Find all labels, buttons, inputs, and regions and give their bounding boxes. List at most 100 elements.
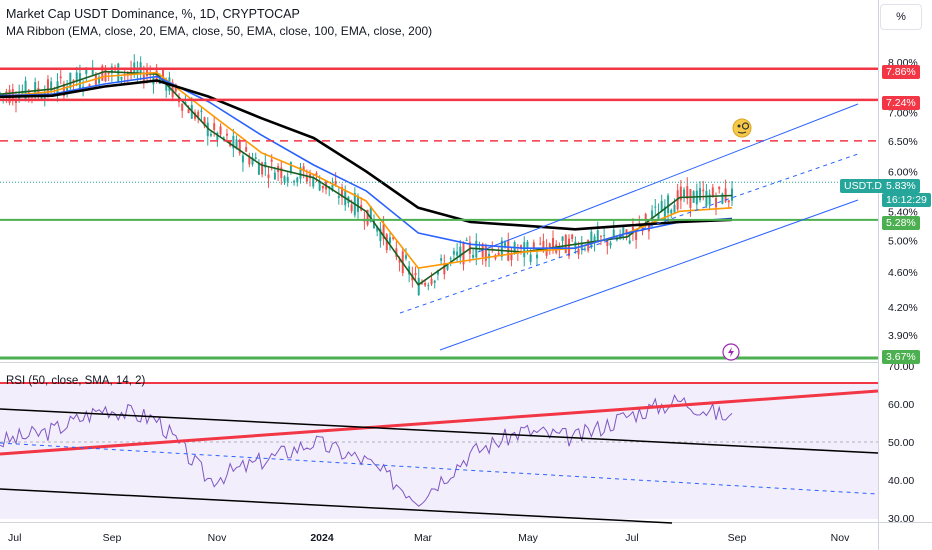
candle-body: [104, 68, 107, 82]
candle-body: [334, 180, 337, 185]
candle-body: [50, 81, 53, 91]
candle-body: [197, 111, 200, 118]
candle-body: [452, 251, 455, 255]
candle-body: [289, 162, 292, 172]
time-tick-label: 2024: [310, 532, 334, 544]
candle-body: [526, 241, 529, 248]
rsi-tick-label: 40.00: [888, 475, 914, 487]
candle-body: [449, 258, 452, 260]
candle-body: [420, 282, 423, 284]
candle-body: [46, 79, 49, 94]
candle-body: [663, 206, 666, 220]
candle-body: [548, 243, 551, 248]
candle-body: [408, 266, 411, 275]
candle-body: [727, 200, 730, 203]
candle-body: [206, 122, 209, 137]
drawings-layer: [0, 67, 878, 360]
candle-body: [302, 166, 305, 172]
candle-body: [571, 234, 574, 239]
candle-body: [379, 228, 382, 242]
candle-body: [628, 240, 631, 244]
candle-body: [529, 254, 532, 262]
rsi-legend[interactable]: RSI (50, close, SMA, 14, 2): [6, 375, 146, 387]
rsi-tick-label: 70.00: [888, 361, 914, 373]
bar-countdown-tag: 16:12:29: [882, 193, 931, 207]
candle-body: [488, 253, 491, 259]
candle-body: [366, 209, 369, 225]
candle-body: [545, 247, 548, 256]
candle-body: [430, 278, 433, 285]
time-tick-label: Nov: [831, 532, 850, 544]
candle-body: [254, 157, 257, 159]
price-tick-label: 6.50%: [888, 136, 918, 148]
candle-body: [459, 246, 462, 258]
candle-body: [590, 231, 593, 248]
chart-title: Market Cap USDT Dominance, %, 1D, CRYPTO…: [6, 7, 300, 21]
time-tick-label: May: [518, 532, 539, 544]
candle-body: [446, 264, 449, 270]
candle-body: [536, 254, 539, 259]
candle-body: [78, 73, 81, 89]
candle-body: [392, 237, 395, 239]
candle-body: [504, 242, 507, 248]
candle-body: [213, 123, 216, 130]
candle-body: [296, 177, 299, 183]
candle-body: [101, 65, 104, 81]
candle-body: [24, 80, 27, 100]
candle-body: [251, 158, 254, 165]
candle-body: [472, 255, 475, 258]
candle-body: [165, 79, 168, 91]
percent-scale-button[interactable]: %: [880, 4, 922, 30]
channel-upper-line: [477, 103, 859, 253]
candle-body: [398, 259, 401, 263]
candle-body: [238, 141, 241, 154]
candle-body: [670, 209, 673, 214]
candle-body: [465, 239, 468, 241]
candle-body: [85, 69, 88, 74]
candle-body: [283, 176, 286, 182]
axis-layer: 8.00%7.00%6.50%6.00%5.40%5.00%4.60%4.20%…: [8, 57, 918, 544]
rsi-line: [0, 394, 733, 507]
rsi-channel-mid: [0, 442, 879, 495]
candle-body: [372, 220, 375, 228]
candle-body: [315, 173, 318, 175]
ma-ribbon-legend[interactable]: MA Ribbon (EMA, close, 20, EMA, close, 5…: [6, 24, 433, 38]
time-tick-label: Jul: [8, 532, 21, 544]
candle-body: [718, 186, 721, 190]
ema-ribbon-layer: [0, 70, 733, 286]
candle-body: [14, 100, 17, 104]
channel-mid-line: [399, 153, 859, 314]
candle-body: [209, 133, 212, 136]
candle-body: [417, 277, 420, 296]
price-pane[interactable]: [0, 0, 878, 358]
lightning-icon[interactable]: [722, 343, 740, 361]
candle-body: [532, 242, 535, 249]
candle-body: [721, 193, 724, 204]
rsi-layer: [0, 382, 879, 524]
candle-body: [222, 137, 225, 139]
candle-body: [91, 68, 94, 75]
candle-body: [523, 242, 526, 258]
candle-body: [715, 197, 718, 208]
candle-body: [660, 200, 663, 212]
candle-body: [62, 83, 65, 97]
price-tick-label: 7.00%: [888, 108, 918, 120]
candle-body: [257, 163, 260, 175]
candle-body: [440, 258, 443, 261]
face-monocle-icon[interactable]: [732, 118, 752, 138]
candle-body: [686, 186, 689, 199]
candle-body: [318, 182, 321, 191]
time-tick-label: Nov: [208, 532, 227, 544]
candle-body: [644, 213, 647, 221]
candle-body: [270, 159, 273, 162]
candle-body: [264, 162, 267, 168]
candle-body: [702, 189, 705, 192]
candle-body: [647, 223, 650, 232]
candle-body: [59, 76, 62, 79]
candle-body: [382, 224, 385, 239]
candle-body: [245, 147, 248, 152]
candle-body: [561, 236, 564, 241]
candle-body: [673, 204, 676, 213]
candle-body: [34, 82, 37, 97]
